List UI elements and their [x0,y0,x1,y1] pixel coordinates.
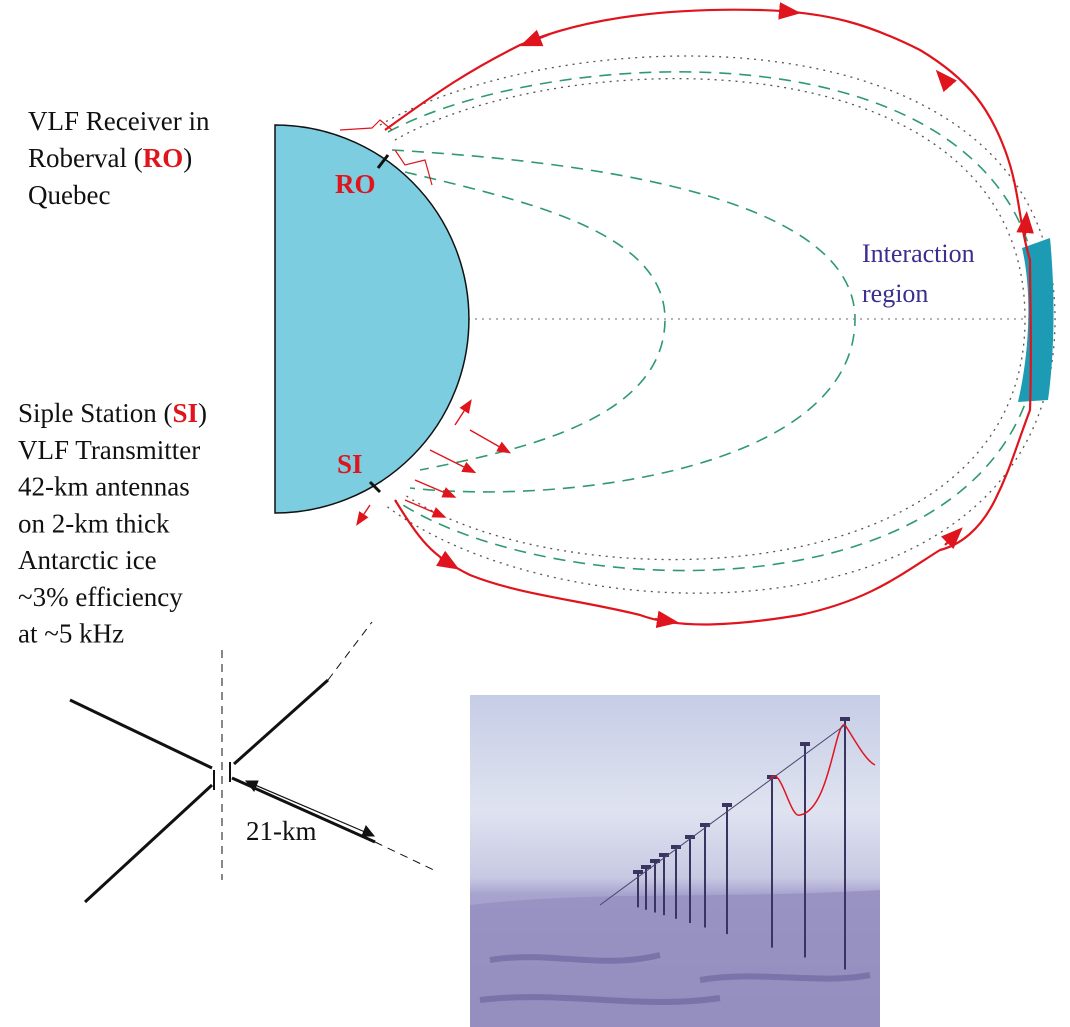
pole-cap [633,870,643,874]
interaction-region [1018,238,1054,402]
dimension-line [247,781,373,836]
antenna-photo [470,695,880,1027]
transmitter-line: Siple Station (SI) [18,398,207,428]
transmitter-line: 42-km antennas [18,472,190,502]
arrow [519,29,551,47]
antenna-wire [769,724,876,816]
field-line [379,55,1056,594]
text: ) [183,143,192,173]
arrow [414,479,457,498]
guy-wire [599,724,846,906]
transmitter-line: ~3% efficiency [18,582,183,612]
earth [274,124,470,514]
antenna-arm [233,678,329,766]
interaction-label: region [862,279,928,308]
receiver-line: Quebec [28,180,110,210]
antenna-diagram [69,621,439,904]
code: RO [143,143,184,173]
wave-trace [384,8,1032,626]
ro-marker [376,154,390,169]
transmitter-line: on 2-km thick [18,508,170,538]
interaction-label: Interaction [862,239,975,268]
pole-cap [641,865,651,869]
pole-cap [840,717,850,721]
text: Roberval ( [28,143,143,173]
transmitter-line: Antarctic ice [18,545,157,575]
code: SI [173,398,199,428]
ice [470,890,880,1027]
text: ) [198,398,207,428]
pole-cap [800,742,810,746]
arrow [940,527,963,550]
si-label: SI [337,449,363,479]
si-marker [368,480,382,494]
pole-cap [659,853,669,857]
ro-label: RO [335,169,376,199]
arrowhead [361,825,376,837]
arrow [404,499,447,518]
pole-cap [650,859,660,863]
transmitter-line: VLF Transmitter [18,435,200,465]
ice-texture [479,952,871,1005]
arrow [778,2,801,20]
field-lines [379,55,1056,594]
antenna-arm [83,783,214,904]
poles [633,717,850,970]
pole-cap [671,845,681,849]
antenna-arm [231,776,376,844]
receiver-line: VLF Receiver in [28,106,210,136]
antenna-extension [374,841,439,873]
transmitter-line: at ~5 kHz [18,619,124,649]
pole-cap [685,835,695,839]
arrow [429,449,477,474]
squiggle [394,149,433,186]
text: Siple Station ( [18,398,173,428]
arrow [654,610,679,629]
arrow [356,504,371,526]
arrow [454,399,472,426]
arrowhead [244,780,259,792]
arrow [436,550,460,570]
antenna-extension [327,621,373,681]
pole-cap [700,823,710,827]
transmitter-lines: VLF Transmitter 42-km antennas on 2-km thi… [18,435,200,649]
squiggle [339,119,393,131]
wave-path [339,2,1034,629]
arrow [935,69,957,93]
length-label: 21-km [246,816,317,846]
field-line [387,71,1041,572]
pole-cap [722,803,732,807]
receiver-line: Roberval (RO) [28,143,192,173]
field-line [404,171,666,471]
arrow [469,429,512,454]
arrow [1016,211,1034,236]
antenna-arm [69,698,213,770]
